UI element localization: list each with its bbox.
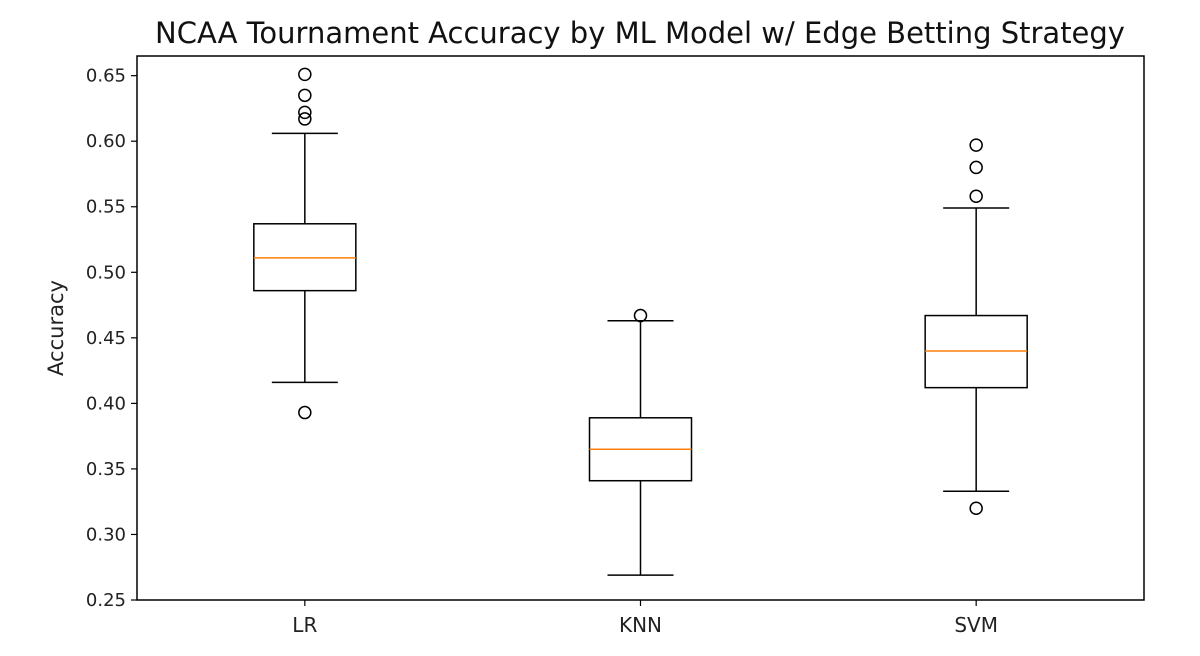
outlier-point [969,189,983,204]
outlier-point [298,67,312,82]
y-tick-label: 0.65 [86,66,126,87]
box-series [253,67,1028,576]
outlier-point [633,308,648,323]
x-tick-label: LR [292,613,317,637]
x-axis-categories: LR KNN SVM [292,600,998,637]
y-tick-label: 0.45 [86,328,126,349]
y-tick-label: 0.50 [86,262,126,283]
plot-area-frame [136,55,1145,601]
outlier-point [298,88,312,103]
x-tick-label: SVM [954,613,998,637]
y-tick-label: 0.60 [86,131,126,152]
x-tick-label: KNN [619,613,662,637]
y-axis-label: Accuracy [44,280,68,376]
y-tick-label: 0.40 [86,393,126,414]
box-knn [588,308,693,576]
outlier-point [969,160,983,175]
box-svm [924,138,1028,515]
box-lr [253,67,357,420]
outlier-point [969,138,983,152]
outlier-point [298,112,312,126]
outlier-point [969,501,983,515]
y-tick-label: 0.55 [86,197,126,218]
outlier-point [298,405,312,420]
y-tick-label: 0.30 [86,524,126,545]
outlier-point [298,105,312,120]
y-axis-ticks: 0.25 0.30 0.35 0.40 0.45 0.50 0.55 0.60 0.65 [86,66,137,611]
y-tick-label: 0.35 [86,459,126,480]
y-tick-label: 0.25 [86,590,126,611]
chart-title: NCAA Tournament Accuracy by ML Model w/ … [155,16,1125,50]
